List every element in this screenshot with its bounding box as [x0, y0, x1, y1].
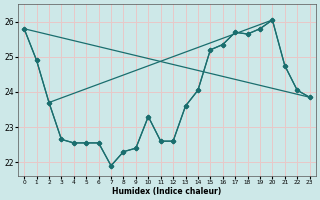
- X-axis label: Humidex (Indice chaleur): Humidex (Indice chaleur): [112, 187, 221, 196]
